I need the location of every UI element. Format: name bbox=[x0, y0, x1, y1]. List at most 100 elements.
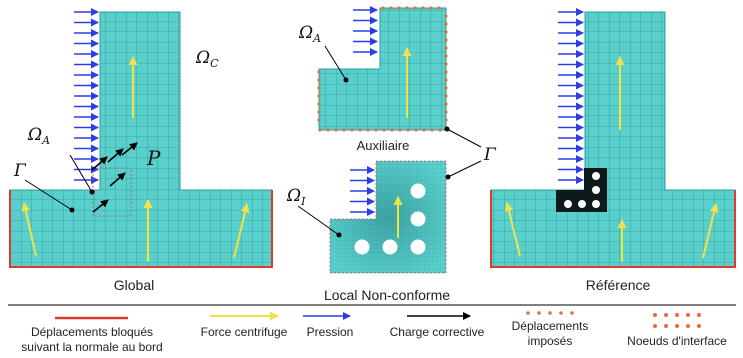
node bbox=[444, 78, 448, 82]
local-holes bbox=[354, 183, 426, 255]
reference-holes bbox=[564, 172, 600, 208]
node bbox=[430, 128, 434, 132]
node bbox=[317, 78, 321, 82]
node bbox=[592, 186, 600, 194]
auxiliary-mesh bbox=[318, 7, 447, 131]
node bbox=[406, 128, 410, 132]
node bbox=[429, 6, 433, 10]
aux-omega-a-pointer bbox=[324, 45, 347, 81]
local-omega-i-dot bbox=[336, 232, 342, 238]
node bbox=[405, 6, 409, 10]
reference-mesh bbox=[490, 11, 736, 268]
auxiliary-caption: Auxiliaire bbox=[357, 138, 410, 153]
local-gamma-label: Γ bbox=[483, 145, 497, 165]
global-caption: Global bbox=[114, 277, 154, 293]
legend-centrifugal: Force centrifuge bbox=[201, 325, 288, 339]
ref-centrifugal-arrow bbox=[702, 203, 719, 259]
legend: Déplacements bloqués suivant la normale … bbox=[21, 311, 727, 354]
node bbox=[444, 102, 448, 106]
gamma-label: Γ bbox=[13, 161, 27, 181]
global-pressure-arrows bbox=[74, 8, 99, 184]
aux-omega-a-label: ΩA bbox=[298, 23, 321, 45]
node bbox=[422, 128, 426, 132]
omega-a-pointer-dot bbox=[89, 189, 95, 195]
legend-imposed-swatch bbox=[526, 311, 574, 315]
node bbox=[390, 128, 394, 132]
node bbox=[317, 94, 321, 98]
omega-a-label: ΩA bbox=[27, 125, 50, 147]
node bbox=[410, 183, 426, 199]
node bbox=[358, 128, 362, 132]
node bbox=[326, 128, 330, 132]
legend-imposed-line1: Déplacements bbox=[512, 319, 589, 333]
node bbox=[444, 86, 448, 90]
node bbox=[318, 128, 322, 132]
node bbox=[381, 6, 385, 10]
node bbox=[317, 86, 321, 90]
reference-blocked-boundary bbox=[490, 190, 736, 268]
gamma-dot-bottom bbox=[445, 174, 451, 180]
node bbox=[382, 128, 386, 132]
node bbox=[317, 118, 321, 122]
node bbox=[444, 30, 448, 34]
aux-omega-a-dot bbox=[343, 77, 349, 83]
centrifugal-arrow bbox=[21, 202, 37, 257]
node bbox=[444, 54, 448, 58]
legend-corrective: Charge corrective bbox=[390, 325, 485, 339]
legend-blocked-line2: suivant la normale au bord bbox=[21, 340, 162, 354]
node bbox=[437, 6, 441, 10]
node bbox=[444, 14, 448, 18]
node bbox=[410, 211, 426, 227]
auxiliary-pressure-arrows bbox=[353, 6, 378, 56]
omega-a-pointer bbox=[69, 154, 93, 193]
node bbox=[389, 6, 393, 10]
legend-imposed-line2: imposés bbox=[528, 334, 573, 348]
node bbox=[317, 70, 321, 74]
omega-c-label: ΩC bbox=[195, 48, 219, 70]
node bbox=[414, 128, 418, 132]
node bbox=[592, 200, 600, 208]
node bbox=[564, 200, 572, 208]
auxiliary-imposed-nodes bbox=[317, 6, 448, 132]
ref-centrifugal-arrow bbox=[504, 202, 521, 257]
node bbox=[444, 46, 448, 50]
node bbox=[444, 22, 448, 26]
centrifugal-arrow bbox=[233, 203, 250, 259]
reference-pressure-arrows bbox=[558, 8, 584, 184]
node bbox=[444, 94, 448, 98]
p-label: P bbox=[146, 146, 161, 170]
node bbox=[382, 239, 398, 255]
local-dense-mesh bbox=[330, 161, 446, 273]
gamma-pointer-top bbox=[446, 128, 482, 148]
corrective-arrows bbox=[91, 142, 138, 213]
node bbox=[438, 128, 442, 132]
omega-i-label: ΩI bbox=[286, 186, 306, 208]
local-panel: ΩA Auxiliaire ΩI Γ Local Non-conforme bbox=[286, 6, 497, 303]
gamma-dot-top bbox=[444, 126, 450, 132]
node bbox=[421, 6, 425, 10]
gamma-pointer-dot bbox=[69, 207, 75, 213]
reference-caption: Référence bbox=[586, 277, 651, 293]
node bbox=[334, 128, 338, 132]
legend-interface-swatch bbox=[653, 313, 701, 328]
legend-interface: Noeuds d'interface bbox=[627, 334, 727, 348]
node bbox=[398, 128, 402, 132]
local-omega-i-pointer bbox=[297, 205, 340, 236]
global-panel: ΩC ΩA Γ P Global bbox=[9, 8, 273, 293]
node bbox=[444, 62, 448, 66]
legend-blocked-line1: Déplacements bloqués bbox=[31, 325, 153, 339]
node bbox=[413, 6, 417, 10]
node bbox=[444, 38, 448, 42]
node bbox=[350, 128, 354, 132]
node bbox=[444, 118, 448, 122]
node bbox=[342, 128, 346, 132]
node bbox=[374, 128, 378, 132]
node bbox=[444, 70, 448, 74]
node bbox=[410, 239, 426, 255]
node bbox=[444, 110, 448, 114]
node bbox=[366, 128, 370, 132]
node bbox=[592, 172, 600, 180]
node bbox=[317, 110, 321, 114]
global-blocked-boundary bbox=[9, 190, 273, 268]
